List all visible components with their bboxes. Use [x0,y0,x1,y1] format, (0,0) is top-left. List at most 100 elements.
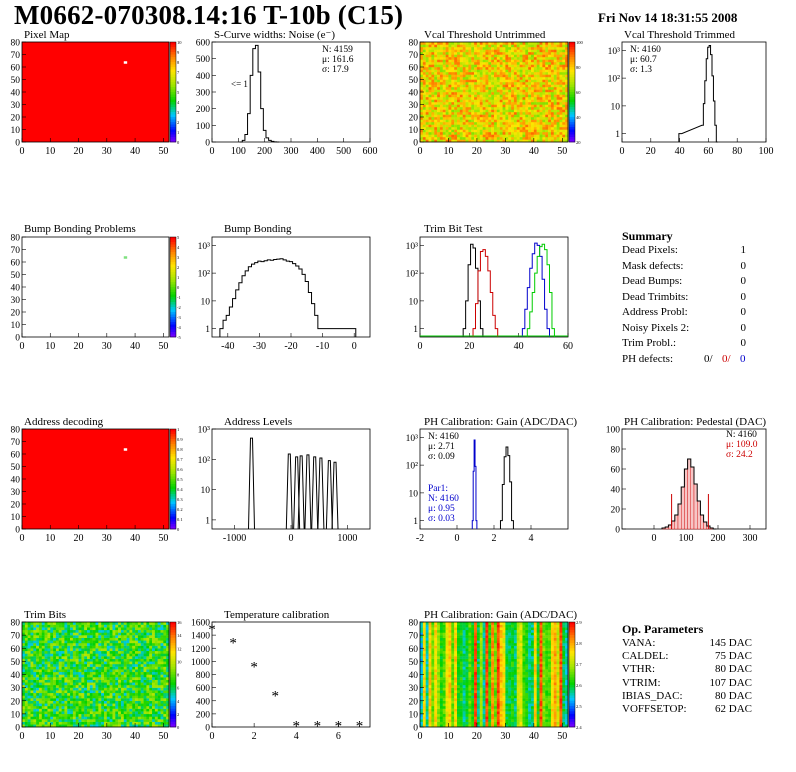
heatmap-cell [109,669,113,673]
heatmap-cell [118,724,122,728]
heatmap-cell [36,679,40,683]
trim-bits-title: Trim Bits [24,609,66,621]
heatmap-cell [78,653,82,657]
heatmap-cell [146,661,150,665]
heatmap-cell [499,129,503,133]
heatmap-cell [112,719,116,722]
color-scale-segment [569,74,575,78]
heatmap-cell [431,117,435,120]
heatmap-cell [75,716,79,720]
heatmap-cell [496,44,500,48]
heatmap-cell [496,92,500,95]
heatmap-cell [27,637,31,641]
heatmap-cell [556,129,560,133]
heatmap-cell [553,74,557,78]
heatmap-cell [459,127,463,130]
heatmap-cell [459,79,463,83]
heatmap-cell [508,122,512,125]
heatmap-cell [58,706,62,709]
heatmap-cell [476,57,480,60]
heatmap-cell [550,102,554,105]
heatmap-cell [442,114,446,118]
heatmap-cell [437,724,441,728]
heatmap-cell [488,82,492,85]
color-scale-label: 10 [177,40,182,45]
y-tick-label: 400 [196,72,211,82]
color-scale-segment [569,104,575,108]
heatmap-cell [135,703,139,707]
heatmap-cell [70,656,74,659]
heatmap-cell [140,640,144,644]
heatmap-cell [511,724,515,728]
heatmap-cell [465,52,469,55]
heatmap-cell [420,94,424,98]
heatmap-cell [146,716,150,720]
color-scale-segment [569,124,575,128]
heatmap-cell [50,624,54,628]
heatmap-cell [126,682,130,686]
heatmap-cell [44,622,48,625]
heatmap-cell [154,645,158,649]
heatmap-cell [533,99,537,103]
heatmap-cell [160,716,164,720]
y-tick-label: 10² [406,462,419,472]
heatmap-cell [434,114,438,118]
heatmap-cell [502,724,506,728]
heatmap-cell [431,97,435,100]
heatmap-cell [64,703,68,707]
heatmap-cell [149,627,153,631]
heatmap-cell [166,721,170,725]
heatmap-cell [548,67,552,70]
heatmap-cell [67,648,71,652]
heatmap-cell [75,666,79,670]
heatmap-cell [565,132,569,135]
heatmap-cell [499,79,503,83]
heatmap-cell [471,59,475,63]
heatmap-cell [27,695,31,699]
plot-frame [211,236,371,338]
heatmap-cell [459,109,463,113]
heatmap-cell [64,658,68,662]
heatmap-cell [154,674,158,678]
heatmap-cell [92,643,96,646]
heatmap-cell [459,139,463,143]
ph-gain-chart: PH Calibration: Gain (ADC/DAC)-2 0 2 411010… [406,416,578,544]
heatmap-cell [163,632,167,636]
heatmap-cell [494,119,498,123]
heatmap-cell [92,700,96,704]
heatmap-cell [542,59,546,63]
x-tick-label: 0 [455,533,460,544]
heatmap-cell [53,627,57,631]
heatmap-cell [152,666,156,670]
heatmap-cell [112,666,116,670]
heatmap-cell [465,114,469,118]
heatmap-cell [152,703,156,707]
heatmap-cell [24,650,28,654]
heatmap-cell [24,629,28,633]
pedestal-histogram [661,458,717,530]
heatmap-cell [502,89,506,93]
heatmap-cell [522,107,526,110]
heatmap-cell [146,687,150,691]
heatmap-cell [38,643,42,646]
heatmap-cell [533,104,537,108]
heatmap-cell [129,645,133,649]
heatmap-cell [562,79,566,83]
heatmap-cell [112,664,116,667]
heatmap-cell [442,89,446,93]
color-scale-segment [170,239,176,243]
heatmap-cell [462,62,466,65]
heatmap-cell [129,721,133,725]
heatmap-cell [494,721,498,725]
heatmap-cell [519,107,523,110]
y-tick-label: 70 [11,438,21,448]
heatmap-cell [84,671,88,675]
heatmap-cell [154,724,158,728]
color-scale-segment [170,132,176,135]
heatmap-cell [508,42,512,45]
heatmap-cell [50,692,54,696]
heatmap-cell [437,122,441,125]
heatmap-cell [542,109,546,113]
heatmap-cell [559,64,563,68]
heatmap-cell [152,671,156,675]
